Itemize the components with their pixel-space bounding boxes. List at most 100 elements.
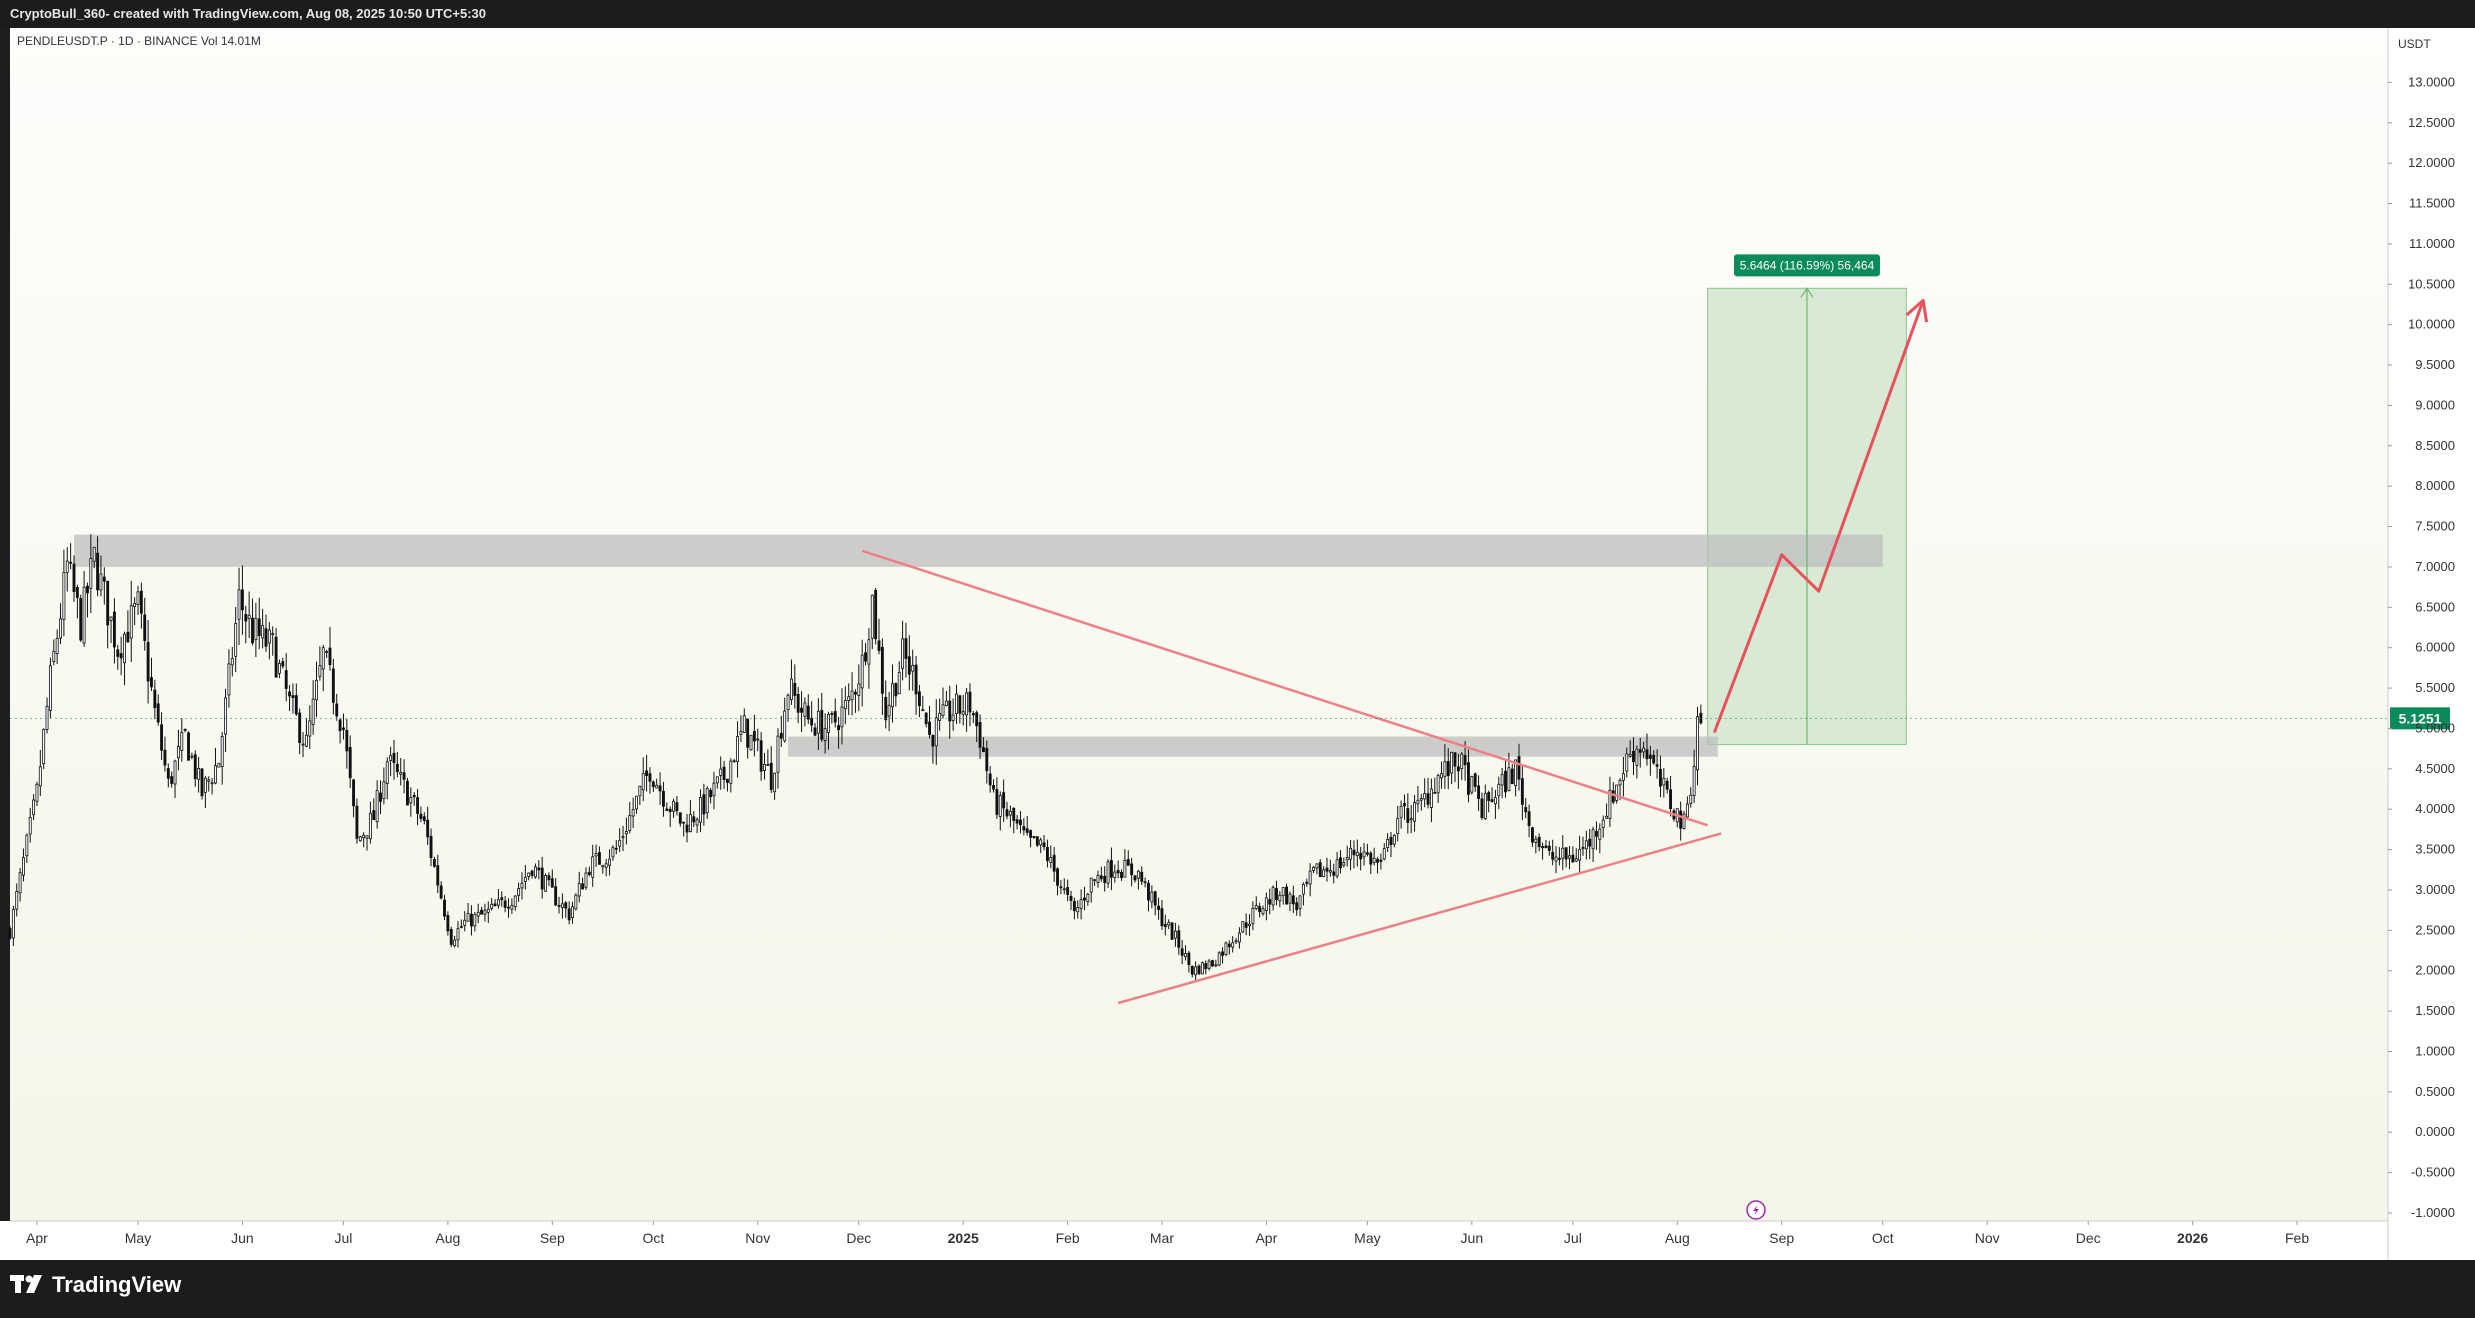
candle-body [473,914,477,927]
candle-body [102,576,106,582]
y-tick-label: 10.0000 [2408,317,2455,332]
candle-body [402,772,406,780]
candle-body [635,795,638,810]
candle-body [806,705,810,720]
candle-body [715,776,719,784]
candle-body [587,871,591,876]
candle-body [1258,906,1262,913]
candle-body [901,638,905,669]
candle-body [1544,845,1548,849]
candle-body [1352,849,1356,856]
candle-body [288,691,292,697]
x-tick-label: Oct [642,1230,664,1246]
candle-body [1493,797,1497,805]
candle-body [1244,922,1248,928]
candle-body [106,580,110,626]
candle-body [22,857,25,876]
candle-body [1450,751,1454,774]
candle-body [254,617,258,641]
candle-body [52,650,56,662]
candle-body [564,902,568,909]
candle-body [1160,908,1164,926]
ascending-trendline[interactable] [1117,832,1722,1005]
x-tick-label: 2026 [2177,1230,2208,1246]
candle-body [1079,899,1083,909]
x-tick-label: Aug [1665,1230,1690,1246]
candle-body [675,802,679,812]
candle-body [1190,965,1194,975]
candle-body [971,713,975,716]
x-tick-label: May [1354,1230,1380,1246]
candle-body [928,721,931,735]
candle-body [574,894,578,910]
candle-body [382,781,386,800]
projection-arrow[interactable] [1712,299,1925,734]
candle-body [604,863,608,868]
candle-body [32,799,36,816]
candle-body [315,679,318,701]
candle-body [230,658,234,666]
candle-body [291,695,295,698]
candle-body [1652,754,1656,764]
candle-body [35,783,39,802]
y-tick-label: 1.0000 [2415,1043,2455,1058]
candle-body [1076,907,1080,913]
candle-body [352,779,356,807]
candle-body [554,886,558,906]
candle-body [1116,870,1120,874]
candle-body [1497,783,1501,797]
candle-body [1490,799,1494,802]
candle-body [870,594,874,639]
candle-body [409,797,413,804]
candle-body [1069,895,1073,901]
descending-trendline[interactable] [861,549,1708,827]
candle-body [560,903,564,908]
price-axis-background[interactable] [2388,28,2475,1260]
candle-body [534,866,537,878]
y-tick-label: 3.0000 [2415,882,2455,897]
support-zone[interactable] [788,736,1718,757]
candle-body [756,738,760,741]
candle-body [1409,818,1413,821]
candle-body [891,683,894,708]
plot-background [10,28,2388,1221]
tradingview-brand[interactable]: TradingView [10,1272,181,1298]
candle-body [1625,753,1629,772]
candle-body [176,746,180,759]
candle-body [948,700,952,722]
candle-body [1345,857,1349,861]
price-chart[interactable]: PENDLEUSDT.P · 1D · BINANCE Vol 14.01M U… [0,28,2475,1260]
candle-body [338,719,342,731]
candle-body [695,819,699,826]
candle-body [1002,792,1006,809]
candle-body [1601,819,1605,828]
candle-body [18,872,22,894]
candle-body [1685,803,1689,818]
price-axis-unit: USDT [2398,37,2431,51]
candle-body [1615,784,1619,801]
time-axis-background[interactable] [0,1221,2388,1260]
candle-body [190,755,194,758]
candle-body [214,765,217,784]
candle-body [786,694,790,710]
candle-body [1163,923,1167,928]
y-tick-label: 8.0000 [2415,478,2455,493]
candle-body [1473,773,1477,787]
x-tick-label: Oct [1872,1230,1894,1246]
candle-body [1514,759,1518,787]
candle-body [1355,851,1359,856]
flash-icon[interactable] [1746,1200,1766,1220]
y-tick-label: 9.0000 [2415,397,2455,412]
resistance-zone[interactable] [73,534,1883,567]
candle-body [163,749,167,766]
y-tick-label: 7.5000 [2415,519,2455,534]
candle-body [1275,888,1278,901]
candle-body [719,768,723,776]
candle-body [69,561,73,564]
y-tick-label: 4.0000 [2415,801,2455,816]
candle-body [1537,836,1541,848]
candle-body [1153,891,1157,906]
candle-body [267,629,271,644]
candle-body [432,859,436,867]
candle-body [1143,881,1147,884]
